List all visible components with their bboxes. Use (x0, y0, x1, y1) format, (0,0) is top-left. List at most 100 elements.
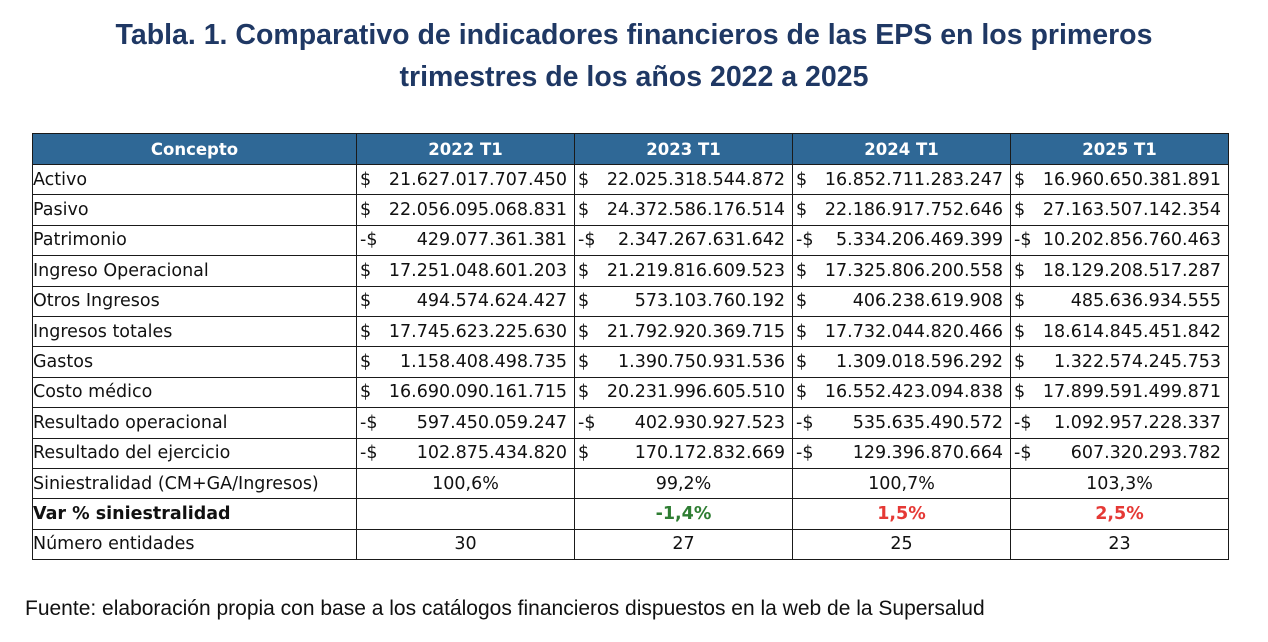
currency-sign: $ (578, 352, 590, 373)
row-pasivo: Pasivo $22.056.095.068.831 $24.372.586.1… (32, 194, 1229, 226)
count-cell: 25 (792, 528, 1011, 561)
money-cell: -$ 2.347.267.631.642 (574, 224, 793, 257)
currency-sign: $ (360, 200, 372, 221)
currency-sign: -$ (1014, 230, 1032, 251)
money-cell: -$ 402.930.927.523 (574, 407, 793, 439)
amount: 27.163.507.142.354 (1042, 200, 1221, 221)
count-cell: 27 (574, 528, 793, 561)
percent-cell: 103,3% (1010, 467, 1229, 500)
row-label: Pasivo (32, 194, 357, 226)
amount: 429.077.361.381 (416, 230, 567, 251)
table-header-row: Concepto 2022 T1 2023 T1 2024 T1 2025 T1 (32, 133, 1229, 165)
money-cell: $17.899.591.499.871 (1010, 376, 1229, 409)
currency-sign: -$ (1014, 412, 1032, 433)
amount: 485.636.934.555 (1070, 291, 1221, 312)
money-cell: $573.103.760.192 (574, 285, 793, 317)
row-otros-ingresos: Otros Ingresos $494.574.624.427 $573.103… (32, 285, 1229, 317)
row-label: Ingreso Operacional (32, 255, 357, 287)
money-cell: $406.238.619.908 (792, 285, 1011, 317)
amount: 16.960.650.381.891 (1042, 169, 1221, 190)
header-concepto: Concepto (32, 133, 357, 165)
row-activo: Activo $21.627.017.707.450 $22.025.318.5… (32, 163, 1229, 196)
currency-sign: $ (796, 169, 808, 190)
money-cell: $485.636.934.555 (1010, 285, 1229, 317)
money-cell: -$ 597.450.059.247 (356, 407, 575, 439)
currency-sign: $ (360, 260, 372, 281)
amount: 5.334.206.469.399 (836, 230, 1003, 251)
row-gastos: Gastos $1.158.408.498.735 $1.390.750.931… (32, 346, 1229, 378)
currency-sign: $ (796, 291, 808, 312)
header-2022-t1: 2022 T1 (356, 133, 575, 165)
row-label: Número entidades (32, 528, 357, 561)
amount: 21.219.816.609.523 (606, 260, 785, 281)
currency-sign: -$ (360, 412, 378, 433)
currency-sign: $ (796, 321, 808, 342)
currency-sign: $ (1014, 200, 1026, 221)
currency-sign: $ (1014, 382, 1026, 403)
money-cell: $17.745.623.225.630 (356, 315, 575, 348)
row-patrimonio: Patrimonio -$ 429.077.361.381 -$ 2.347.267… (32, 224, 1229, 257)
money-cell: $27.163.507.142.354 (1010, 194, 1229, 226)
change-cell-decrease: -1,4% (574, 498, 793, 530)
money-cell: -$ 429.077.361.381 (356, 224, 575, 257)
amount: 10.202.856.760.463 (1042, 230, 1221, 251)
amount: 17.745.623.225.630 (388, 321, 567, 342)
currency-sign: $ (578, 169, 590, 190)
header-2024-t1: 2024 T1 (792, 133, 1011, 165)
currency-sign: $ (578, 260, 590, 281)
row-label: Ingresos totales (32, 315, 357, 348)
amount: 129.396.870.664 (852, 443, 1003, 464)
money-cell: $22.056.095.068.831 (356, 194, 575, 226)
row-resultado-del-ejercicio: Resultado del ejercicio -$ 102.875.434.82… (32, 437, 1229, 469)
row-label: Resultado operacional (32, 407, 357, 439)
money-cell: $21.219.816.609.523 (574, 255, 793, 287)
amount: 21.627.017.707.450 (388, 169, 567, 190)
row-ingresos-totales: Ingresos totales $17.745.623.225.630 $21… (32, 315, 1229, 348)
percent-cell: 100,6% (356, 467, 575, 500)
currency-sign: $ (796, 382, 808, 403)
money-cell: $16.852.711.283.247 (792, 163, 1011, 196)
money-cell: $1.322.574.245.753 (1010, 346, 1229, 378)
amount: 18.129.208.517.287 (1042, 260, 1221, 281)
money-cell: $16.552.423.094.838 (792, 376, 1011, 409)
currency-sign: -$ (796, 230, 814, 251)
row-var-siniestralidad: Var % siniestralidad -1,4% 1,5% 2,5% (32, 498, 1229, 530)
currency-sign: -$ (360, 230, 378, 251)
row-resultado-operacional: Resultado operacional -$ 597.450.059.247 … (32, 407, 1229, 439)
row-label: Gastos (32, 346, 357, 378)
row-label: Var % siniestralidad (32, 498, 357, 530)
money-cell: -$ 102.875.434.820 (356, 437, 575, 469)
table-title: Tabla. 1. Comparativo de indicadores fin… (0, 14, 1268, 98)
money-cell: -$ 10.202.856.760.463 (1010, 224, 1229, 257)
row-label: Costo médico (32, 376, 357, 409)
currency-sign: $ (796, 200, 808, 221)
money-cell: $18.614.845.451.842 (1010, 315, 1229, 348)
money-cell: $24.372.586.176.514 (574, 194, 793, 226)
money-cell: $1.158.408.498.735 (356, 346, 575, 378)
amount: 18.614.845.451.842 (1042, 321, 1221, 342)
currency-sign: $ (578, 291, 590, 312)
change-cell-increase: 1,5% (792, 498, 1011, 530)
money-cell: $20.231.996.605.510 (574, 376, 793, 409)
amount: 16.690.090.161.715 (388, 382, 567, 403)
amount: 17.251.048.601.203 (388, 260, 567, 281)
money-cell: $17.325.806.200.558 (792, 255, 1011, 287)
currency-sign: $ (578, 200, 590, 221)
amount: 573.103.760.192 (634, 291, 785, 312)
table-title-line-1: Tabla. 1. Comparativo de indicadores fin… (115, 19, 1153, 51)
currency-sign: -$ (578, 230, 596, 251)
header-2023-t1: 2023 T1 (574, 133, 793, 165)
amount: 406.238.619.908 (852, 291, 1003, 312)
currency-sign: $ (360, 291, 372, 312)
money-cell: $22.025.318.544.872 (574, 163, 793, 196)
currency-sign: $ (360, 352, 372, 373)
amount: 2.347.267.631.642 (618, 230, 785, 251)
row-label: Resultado del ejercicio (32, 437, 357, 469)
row-label: Siniestralidad (CM+GA/Ingresos) (32, 467, 357, 500)
money-cell: $494.574.624.427 (356, 285, 575, 317)
amount: 1.390.750.931.536 (618, 352, 785, 373)
amount: 16.852.711.283.247 (824, 169, 1003, 190)
amount: 402.930.927.523 (634, 412, 785, 433)
amount: 17.732.044.820.466 (824, 321, 1003, 342)
row-label: Patrimonio (32, 224, 357, 257)
